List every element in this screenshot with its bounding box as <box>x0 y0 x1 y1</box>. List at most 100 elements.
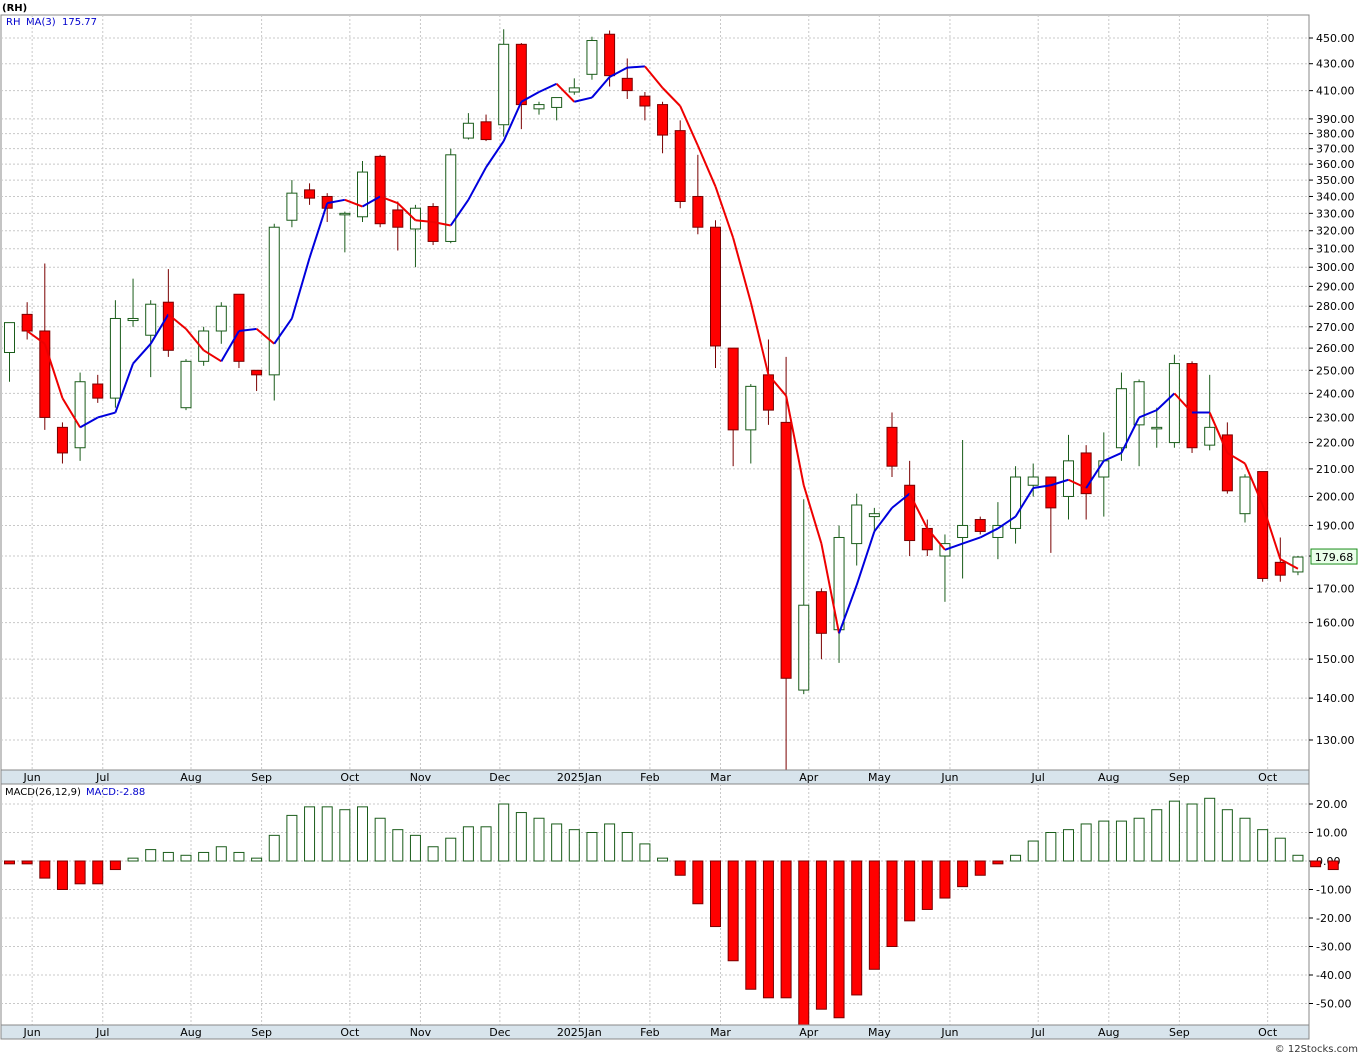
price-month-label: Oct <box>1258 771 1278 784</box>
price-month-label: Oct <box>340 771 360 784</box>
candle <box>692 154 704 235</box>
ma-segment <box>1085 460 1105 489</box>
candle-body <box>392 209 404 228</box>
ma-segment <box>1014 487 1035 518</box>
price-tick-label: 190.00 <box>1316 519 1355 532</box>
candle <box>109 300 121 408</box>
candle-body <box>1133 381 1145 426</box>
ma-segment <box>432 220 451 227</box>
candle-body <box>1221 434 1233 492</box>
candle <box>1221 422 1233 494</box>
candle <box>4 322 15 382</box>
ma-line <box>26 65 1299 634</box>
candle-body <box>92 383 104 399</box>
macd-bar <box>904 860 916 922</box>
ma-segment <box>926 527 946 551</box>
price-tick-label: 290.00 <box>1316 280 1355 293</box>
macd-month-label: Apr <box>799 1026 819 1039</box>
price-tick-label: 240.00 <box>1316 387 1355 400</box>
candle <box>145 300 157 378</box>
macd-bar <box>74 860 86 885</box>
macd-bar <box>198 851 210 862</box>
macd-bar <box>586 832 598 862</box>
candle <box>1168 354 1180 448</box>
ma-segment <box>696 145 717 187</box>
candle <box>480 114 492 142</box>
price-month-label: Jul <box>95 771 109 784</box>
macd-bar <box>1133 817 1145 862</box>
candle <box>339 211 351 253</box>
ma-segment <box>644 65 664 89</box>
last-price-badge-text: 179.68 <box>1315 551 1354 564</box>
candle <box>868 507 880 532</box>
macd-bar <box>939 860 951 899</box>
candle-body <box>374 155 386 225</box>
price-legend-symbol: RH <box>6 17 20 28</box>
macd-bar <box>727 860 739 962</box>
macd-month-label: Oct <box>340 1026 360 1039</box>
price-tick-label: 340.00 <box>1316 190 1355 203</box>
price-legend-ma: MA(3) <box>26 17 56 28</box>
price-month-label: Aug <box>180 771 201 784</box>
candle-body <box>127 317 139 322</box>
ma-segment <box>820 543 841 634</box>
ma-segment <box>220 330 240 362</box>
price-month-label: May <box>868 771 891 784</box>
ma-segment <box>362 195 381 208</box>
macd-bar <box>533 817 545 862</box>
candle <box>551 97 563 121</box>
macd-month-label: May <box>868 1026 891 1039</box>
candle <box>1045 476 1057 553</box>
macd-bar <box>886 860 898 947</box>
macd-bar <box>251 857 263 862</box>
macd-bar <box>692 860 704 905</box>
ma-segment <box>873 507 893 533</box>
candle-body <box>745 385 757 431</box>
candle <box>427 203 439 246</box>
candle-body <box>568 87 580 93</box>
candle <box>1292 556 1304 576</box>
macd-bar <box>780 860 792 999</box>
candle-body <box>109 317 121 399</box>
candle <box>1080 445 1092 520</box>
price-month-label: Aug <box>1098 771 1119 784</box>
price-tick-label: 220.00 <box>1316 437 1355 450</box>
macd-bar <box>798 860 810 1026</box>
candle-body <box>780 421 792 679</box>
ma-segment <box>749 301 770 376</box>
candle <box>886 412 898 478</box>
candle-body <box>1257 471 1269 579</box>
ma-segment <box>114 363 134 413</box>
ma-segment <box>1068 478 1087 489</box>
ma-segment <box>802 484 823 544</box>
macd-bar <box>1204 797 1216 862</box>
candle <box>1010 466 1022 544</box>
macd-bar <box>621 832 633 862</box>
macd-bar <box>286 814 298 862</box>
macd-bar <box>56 860 68 890</box>
macd-bar <box>480 826 492 862</box>
ma-segment <box>97 411 116 419</box>
candle <box>1151 407 1163 448</box>
candle-body <box>604 33 616 77</box>
macd-bar <box>1257 829 1269 862</box>
macd-legend-name: MACD(26,12,9) <box>5 787 81 798</box>
candle <box>939 534 951 602</box>
macd-bar <box>392 829 404 862</box>
price-month-label: Feb <box>640 771 659 784</box>
candle <box>162 269 174 357</box>
macd-bar <box>427 846 439 862</box>
macd-bar <box>815 860 827 1010</box>
ma-segment <box>1156 392 1176 411</box>
ma-segment <box>1138 409 1158 419</box>
candle-body <box>533 104 545 110</box>
macd-month-label: Sep <box>1169 1026 1190 1039</box>
macd-bar <box>992 860 1004 865</box>
candle-body <box>180 360 192 409</box>
price-tick-label: 350.00 <box>1316 174 1355 187</box>
ma-segment <box>661 87 681 107</box>
macd-bar <box>1186 803 1198 862</box>
price-y-axis: 130.00140.00150.00160.00170.00180.00190.… <box>1309 32 1355 747</box>
macd-bar <box>180 854 192 862</box>
candle-body <box>1151 426 1163 430</box>
